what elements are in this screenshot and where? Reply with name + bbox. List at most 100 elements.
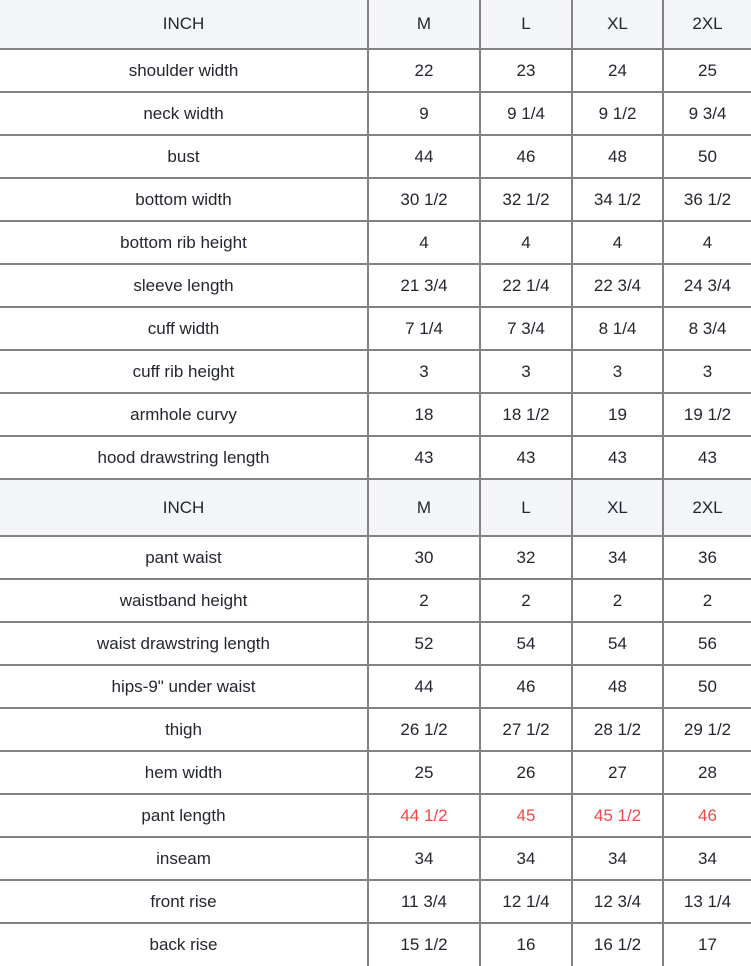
measurement-value-cell: 34 — [662, 836, 751, 881]
measurement-value-cell: 34 1/2 — [571, 177, 664, 222]
measurement-value-cell: 8 1/4 — [571, 306, 664, 351]
measurement-value-cell: 23 — [479, 48, 573, 93]
measurement-value-cell: 17 — [662, 922, 751, 966]
table-row: thigh 26 1/2 27 1/2 28 1/2 29 1/2 — [0, 707, 751, 752]
table-row: bottom rib height 4 4 4 4 — [0, 220, 751, 265]
table-row: inseam 34 34 34 34 — [0, 836, 751, 881]
measurement-value-cell: 44 — [367, 134, 481, 179]
measurement-value-cell: 12 1/4 — [479, 879, 573, 924]
measurement-value-cell: 27 1/2 — [479, 707, 573, 752]
measurement-label-cell: hood drawstring length — [0, 435, 369, 480]
measurement-value-cell: 18 — [367, 392, 481, 437]
measurement-value-cell: 44 1/2 — [367, 793, 481, 838]
measurement-value-cell: 34 — [571, 836, 664, 881]
measurement-value-cell: 3 — [571, 349, 664, 394]
measurement-label-cell: hips-9" under waist — [0, 664, 369, 709]
table-row: waistband height 2 2 2 2 — [0, 578, 751, 623]
size-header-cell: XL — [571, 478, 664, 537]
measurement-value-cell: 56 — [662, 621, 751, 666]
measurement-value-cell: 24 3/4 — [662, 263, 751, 308]
table-row: bottom width 30 1/2 32 1/2 34 1/2 36 1/2 — [0, 177, 751, 222]
measurement-value-cell: 43 — [662, 435, 751, 480]
measurement-value-cell: 12 3/4 — [571, 879, 664, 924]
measurement-value-cell: 2 — [571, 578, 664, 623]
measurement-value-cell: 4 — [571, 220, 664, 265]
table-row: waist drawstring length 52 54 54 56 — [0, 621, 751, 666]
measurement-label-cell: sleeve length — [0, 263, 369, 308]
table-row: bust 44 46 48 50 — [0, 134, 751, 179]
measurement-value-cell: 22 — [367, 48, 481, 93]
measurement-value-cell: 11 3/4 — [367, 879, 481, 924]
measurement-label-cell: cuff rib height — [0, 349, 369, 394]
unit-header-cell: INCH — [0, 478, 369, 537]
measurement-value-cell: 16 1/2 — [571, 922, 664, 966]
measurement-value-cell: 54 — [571, 621, 664, 666]
section-header-row: INCH M L XL 2XL — [0, 0, 751, 50]
table-row: neck width 9 9 1/4 9 1/2 9 3/4 — [0, 91, 751, 136]
measurement-value-cell: 9 1/4 — [479, 91, 573, 136]
measurement-value-cell: 46 — [662, 793, 751, 838]
table-row: hem width 25 26 27 28 — [0, 750, 751, 795]
measurement-value-cell: 48 — [571, 134, 664, 179]
measurement-label-cell: bottom width — [0, 177, 369, 222]
measurement-value-cell: 32 1/2 — [479, 177, 573, 222]
measurement-value-cell: 18 1/2 — [479, 392, 573, 437]
size-header-cell: 2XL — [662, 478, 751, 537]
table-row: sleeve length 21 3/4 22 1/4 22 3/4 24 3/4 — [0, 263, 751, 308]
size-header-cell: M — [367, 478, 481, 537]
measurement-value-cell: 3 — [367, 349, 481, 394]
measurement-label-cell: back rise — [0, 922, 369, 966]
measurement-value-cell: 50 — [662, 134, 751, 179]
measurement-value-cell: 27 — [571, 750, 664, 795]
measurement-value-cell: 4 — [662, 220, 751, 265]
measurement-value-cell: 3 — [479, 349, 573, 394]
measurement-value-cell: 30 — [367, 535, 481, 580]
size-header-cell: 2XL — [662, 0, 751, 50]
measurement-value-cell: 43 — [571, 435, 664, 480]
table-row: cuff width 7 1/4 7 3/4 8 1/4 8 3/4 — [0, 306, 751, 351]
measurement-label-cell: front rise — [0, 879, 369, 924]
measurement-value-cell: 16 — [479, 922, 573, 966]
measurement-label-cell: waistband height — [0, 578, 369, 623]
measurement-value-cell: 26 1/2 — [367, 707, 481, 752]
measurement-value-cell: 46 — [479, 664, 573, 709]
measurement-value-cell: 36 — [662, 535, 751, 580]
measurement-value-cell: 22 1/4 — [479, 263, 573, 308]
measurement-value-cell: 43 — [479, 435, 573, 480]
measurement-value-cell: 3 — [662, 349, 751, 394]
measurement-value-cell: 15 1/2 — [367, 922, 481, 966]
table-row: pant waist 30 32 34 36 — [0, 535, 751, 580]
measurement-value-cell: 34 — [479, 836, 573, 881]
size-header-cell: M — [367, 0, 481, 50]
measurement-value-cell: 21 3/4 — [367, 263, 481, 308]
measurement-value-cell: 13 1/4 — [662, 879, 751, 924]
size-header-cell: XL — [571, 0, 664, 50]
measurement-value-cell: 28 — [662, 750, 751, 795]
measurement-value-cell: 28 1/2 — [571, 707, 664, 752]
measurement-value-cell: 44 — [367, 664, 481, 709]
size-header-cell: L — [479, 0, 573, 50]
size-header-cell: L — [479, 478, 573, 537]
measurement-value-cell: 4 — [367, 220, 481, 265]
measurement-label-cell: waist drawstring length — [0, 621, 369, 666]
measurement-value-cell: 9 3/4 — [662, 91, 751, 136]
measurement-value-cell: 36 1/2 — [662, 177, 751, 222]
measurement-label-cell: bust — [0, 134, 369, 179]
section-header-row: INCH M L XL 2XL — [0, 478, 751, 537]
table-row: back rise 15 1/2 16 16 1/2 17 — [0, 922, 751, 966]
table-row: hips-9" under waist 44 46 48 50 — [0, 664, 751, 709]
measurement-value-cell: 45 — [479, 793, 573, 838]
measurement-label-cell: neck width — [0, 91, 369, 136]
measurement-value-cell: 50 — [662, 664, 751, 709]
measurement-value-cell: 34 — [571, 535, 664, 580]
measurement-value-cell: 52 — [367, 621, 481, 666]
measurement-label-cell: pant length — [0, 793, 369, 838]
measurement-value-cell: 48 — [571, 664, 664, 709]
measurement-label-cell: bottom rib height — [0, 220, 369, 265]
table-row: pant length 44 1/2 45 45 1/2 46 — [0, 793, 751, 838]
table-row: hood drawstring length 43 43 43 43 — [0, 435, 751, 480]
measurement-label-cell: armhole curvy — [0, 392, 369, 437]
measurement-value-cell: 2 — [367, 578, 481, 623]
